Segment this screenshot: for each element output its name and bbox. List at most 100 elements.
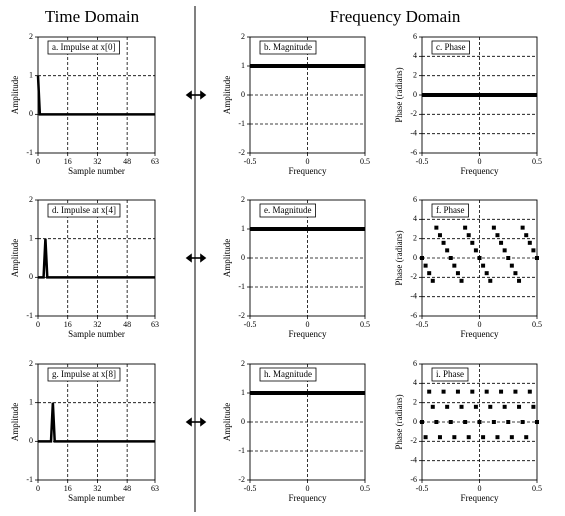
y-tick-label: 0 bbox=[241, 417, 245, 426]
y-tick-label: -6 bbox=[410, 148, 417, 157]
data-point bbox=[488, 404, 493, 409]
x-tick-label: -0.5 bbox=[416, 484, 429, 493]
title-box bbox=[47, 367, 121, 382]
x-tick-label: 32 bbox=[93, 484, 101, 493]
y-tick-label: 2 bbox=[29, 359, 33, 368]
y-tick-label: -6 bbox=[410, 475, 417, 484]
y-tick-label: -1 bbox=[26, 475, 33, 484]
data-line bbox=[38, 402, 155, 443]
x-tick-label: 16 bbox=[64, 484, 72, 493]
data-point bbox=[423, 263, 428, 268]
y-tick-label: 2 bbox=[413, 233, 417, 242]
x-tick-label: 16 bbox=[64, 320, 72, 329]
x-tick-label: 0.5 bbox=[360, 157, 370, 166]
y-tick-label: 2 bbox=[29, 195, 33, 204]
title-box bbox=[431, 367, 469, 382]
data-point bbox=[463, 225, 468, 230]
chart-title: e. Magnitude bbox=[264, 205, 312, 215]
plot-frame bbox=[37, 199, 156, 317]
x-tick-label: 0.5 bbox=[532, 320, 542, 329]
data-point bbox=[466, 435, 471, 440]
x-tick-label: 0 bbox=[36, 320, 40, 329]
data-point bbox=[517, 404, 522, 409]
y-tick-label: 0 bbox=[29, 109, 33, 118]
chart-title: c. Phase bbox=[436, 42, 466, 52]
y-tick-label: 2 bbox=[241, 195, 245, 204]
plot-frame bbox=[249, 36, 366, 154]
data-point bbox=[466, 233, 471, 238]
y-tick-label: -4 bbox=[410, 128, 417, 137]
x-tick-label: 0.5 bbox=[532, 484, 542, 493]
x-tick-label: 48 bbox=[123, 320, 131, 329]
data-point bbox=[509, 263, 514, 268]
x-tick-label: 32 bbox=[93, 320, 101, 329]
y-tick-label: -2 bbox=[238, 148, 245, 157]
data-point bbox=[448, 256, 453, 260]
data-point bbox=[495, 233, 500, 238]
panel: -6 -4 -2 0 2 4 6 -0.5 0 0.5 Frequency Phase (radian… bbox=[394, 32, 542, 176]
y-tick-label: -1 bbox=[238, 119, 245, 128]
x-axis-label: Sample number bbox=[68, 166, 125, 176]
data-point bbox=[502, 404, 507, 409]
y-axis-label: Phase (radians) bbox=[394, 394, 404, 449]
data-point bbox=[524, 233, 529, 238]
data-point bbox=[445, 404, 450, 409]
data-point bbox=[427, 271, 432, 276]
data-point bbox=[524, 435, 529, 440]
data-point bbox=[427, 389, 432, 394]
y-tick-label: 2 bbox=[413, 397, 417, 406]
x-tick-label: 63 bbox=[151, 320, 159, 329]
y-axis-label: Amplitude bbox=[10, 239, 20, 278]
x-tick-label: -0.5 bbox=[416, 157, 429, 166]
panel: -2 -1 0 1 2 -0.5 0 0.5 Frequency Amplitude e. Magn… bbox=[222, 195, 370, 339]
data-point bbox=[527, 240, 532, 245]
data-point bbox=[423, 435, 428, 440]
data-point bbox=[517, 278, 522, 283]
data-point bbox=[477, 256, 482, 260]
y-tick-label: 1 bbox=[241, 388, 245, 397]
y-tick-label: 0 bbox=[241, 253, 245, 262]
data-point bbox=[502, 248, 507, 253]
y-tick-label: 6 bbox=[413, 195, 417, 204]
data-point bbox=[535, 256, 539, 260]
panel: -6 -4 -2 0 2 4 6 -0.5 0 0.5 Frequency Phase (radian… bbox=[394, 359, 542, 503]
data-point bbox=[459, 404, 464, 409]
y-axis-label: Phase (radians) bbox=[394, 230, 404, 285]
plot-frame bbox=[249, 199, 366, 317]
data-point bbox=[434, 420, 439, 424]
data-point bbox=[470, 389, 475, 394]
panel: -2 -1 0 1 2 -0.5 0 0.5 Frequency Amplitude h. Magn… bbox=[222, 359, 370, 503]
y-tick-label: 4 bbox=[413, 378, 417, 387]
x-axis-label: Frequency bbox=[289, 329, 327, 339]
y-tick-label: 4 bbox=[413, 214, 417, 223]
x-tick-label: 0 bbox=[478, 320, 482, 329]
y-axis-label: Amplitude bbox=[222, 76, 232, 115]
data-point bbox=[513, 271, 518, 276]
data-point bbox=[452, 435, 457, 440]
y-tick-label: 0 bbox=[29, 436, 33, 445]
x-tick-label: 0 bbox=[306, 157, 310, 166]
y-tick-label: -6 bbox=[410, 311, 417, 320]
x-axis-label: Frequency bbox=[289, 493, 327, 503]
x-tick-label: 0 bbox=[36, 484, 40, 493]
title-box bbox=[431, 203, 469, 218]
x-tick-label: 0.5 bbox=[532, 157, 542, 166]
data-point bbox=[430, 278, 435, 283]
y-tick-label: -2 bbox=[410, 109, 417, 118]
x-tick-label: 0 bbox=[306, 320, 310, 329]
data-point bbox=[531, 404, 536, 409]
y-tick-label: -1 bbox=[238, 446, 245, 455]
y-tick-label: 1 bbox=[241, 224, 245, 233]
title-box bbox=[47, 40, 120, 55]
x-axis-label: Frequency bbox=[461, 329, 499, 339]
data-point bbox=[470, 240, 475, 245]
plot-frame bbox=[37, 363, 156, 481]
y-tick-label: -1 bbox=[26, 148, 33, 157]
y-tick-label: -1 bbox=[26, 311, 33, 320]
data-point bbox=[463, 420, 468, 424]
data-point bbox=[513, 389, 518, 394]
x-axis-label: Sample number bbox=[68, 493, 125, 503]
chart-title: g. Impulse at x[8] bbox=[52, 369, 116, 379]
data-point bbox=[459, 278, 464, 283]
